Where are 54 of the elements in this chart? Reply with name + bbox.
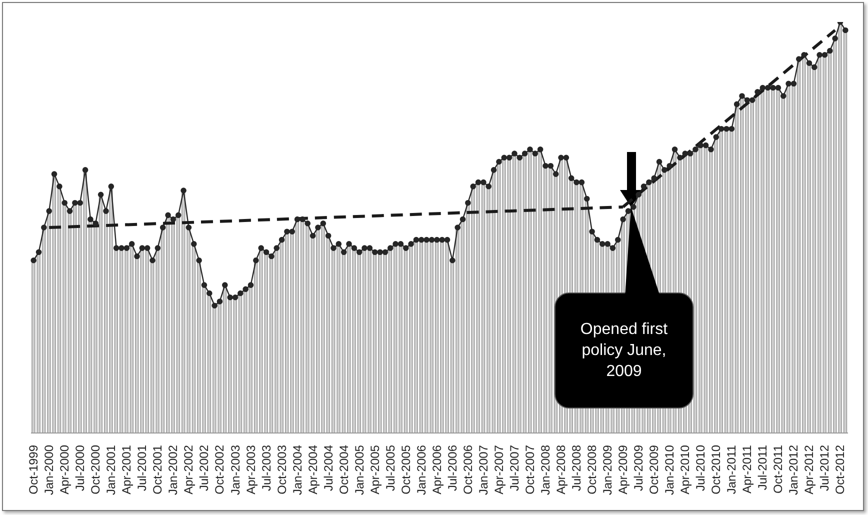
x-tick-label: Jul-2003 bbox=[259, 444, 274, 492]
x-tick-label: Apr-2012 bbox=[802, 444, 816, 494]
x-tick-label: Oct-2004 bbox=[336, 444, 351, 494]
x-tick-label: Oct-2008 bbox=[585, 444, 600, 494]
x-tick-label: Oct-2009 bbox=[647, 444, 662, 494]
x-tick-label: Jan-2008 bbox=[538, 444, 553, 496]
x-tick-label: Apr-2011 bbox=[740, 444, 754, 494]
x-tick-label: Jul-2011 bbox=[756, 444, 770, 490]
x-tick-label: Oct-2003 bbox=[274, 444, 289, 494]
x-tick-label: Jan-2011 bbox=[724, 444, 739, 494]
x-tick-label: Jan-2004 bbox=[290, 444, 304, 496]
x-tick-label: Jul-2010 bbox=[694, 444, 708, 492]
x-tick-label: Oct-2005 bbox=[398, 444, 413, 494]
x-tick-label: Jan-2006 bbox=[414, 444, 428, 496]
x-tick-label: Apr-2003 bbox=[244, 444, 258, 494]
x-tick-label: Jul-2004 bbox=[321, 444, 336, 492]
x-tick-label: Jan-2000 bbox=[42, 444, 56, 496]
x-tick-label: Oct-2000 bbox=[88, 444, 103, 494]
x-tick-label: Oct-2007 bbox=[522, 444, 537, 494]
x-tick-label: Apr-2009 bbox=[616, 444, 630, 494]
x-tick-label: Jan-2007 bbox=[476, 444, 490, 496]
x-tick-label: Jul-2006 bbox=[445, 444, 460, 492]
annotation: Opened first policy June, 2009 bbox=[579, 320, 669, 382]
x-tick-label: Apr-2000 bbox=[58, 444, 72, 494]
x-tick-label: Apr-2010 bbox=[678, 444, 692, 494]
x-tick-label: Apr-2001 bbox=[120, 444, 134, 494]
x-tick-label: Oct-2001 bbox=[150, 444, 165, 494]
x-tick-label: Apr-2004 bbox=[306, 444, 320, 494]
x-tick-label: Jan-2012 bbox=[786, 444, 801, 496]
x-tick-label: Jan-2001 bbox=[104, 444, 118, 496]
x-tick-label: Oct-2010 bbox=[709, 444, 724, 494]
x-tick-label: Jan-2003 bbox=[228, 444, 242, 496]
x-tick-label: Oct-2006 bbox=[460, 444, 475, 494]
x-tick-label: Apr-2002 bbox=[182, 444, 196, 494]
x-tick-label: Jul-2007 bbox=[507, 444, 522, 492]
x-tick-label: Apr-2005 bbox=[368, 444, 382, 494]
x-tick-label: Oct-2011 bbox=[771, 444, 786, 494]
x-tick-label: Jan-2005 bbox=[352, 444, 366, 496]
x-tick-label: Jan-2002 bbox=[166, 444, 180, 496]
x-tick-label: Oct-1999 bbox=[26, 444, 41, 494]
x-tick-label: Jul-2001 bbox=[135, 444, 150, 492]
x-tick-label: Apr-2007 bbox=[492, 444, 506, 494]
x-tick-label: Oct-2002 bbox=[212, 444, 227, 494]
x-tick-label: Jan-2010 bbox=[662, 444, 677, 496]
x-tick-label: Jul-2000 bbox=[73, 444, 88, 492]
x-tick-label: Oct-2012 bbox=[833, 444, 848, 494]
x-tick-label: Apr-2006 bbox=[430, 444, 444, 494]
x-tick-label: Jul-2002 bbox=[197, 444, 212, 492]
x-tick-label: Apr-2008 bbox=[554, 444, 568, 494]
x-tick-label: Jul-2009 bbox=[632, 444, 646, 492]
x-tick-label: Jul-2012 bbox=[818, 444, 832, 492]
x-tick-label: Jan-2009 bbox=[600, 444, 615, 496]
x-tick-label: Jul-2005 bbox=[383, 444, 398, 492]
x-tick-label: Jul-2008 bbox=[570, 444, 584, 492]
